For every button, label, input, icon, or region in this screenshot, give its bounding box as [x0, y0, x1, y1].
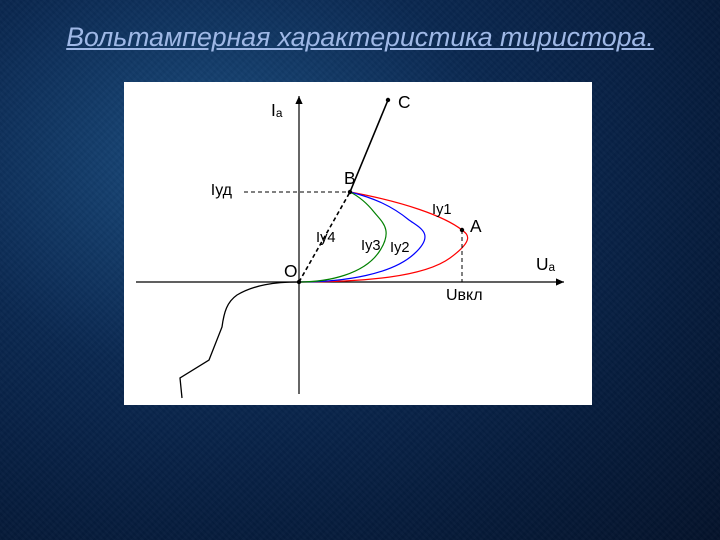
curve-label-Iy2: Iy2 — [390, 240, 410, 256]
slide-background: Вольтамперная характеристика тиристора. … — [0, 0, 720, 540]
thyristor-vac-chart: Uₐ Iₐ Iy1 Iy2 Iy3 Iy4 Iуд Uвкл O A B C — [124, 82, 592, 405]
reverse-branch-curve — [180, 282, 299, 398]
u-on-label: Uвкл — [446, 287, 483, 304]
point-A — [460, 228, 464, 232]
point-label-C: C — [398, 92, 411, 112]
point-label-A: A — [470, 216, 482, 236]
x-axis-arrow-icon — [556, 278, 564, 285]
on-branch-solid — [350, 100, 388, 192]
curve-label-Iy1: Iy1 — [432, 202, 452, 218]
y-axis-arrow-icon — [295, 96, 302, 104]
point-B — [348, 190, 352, 194]
point-C — [386, 98, 390, 102]
holding-current-label: Iуд — [211, 182, 233, 199]
chart-container: Uₐ Iₐ Iy1 Iy2 Iy3 Iy4 Iуд Uвкл O A B C — [124, 82, 592, 405]
curve-label-Iy3: Iy3 — [361, 238, 381, 254]
on-branch-dashed — [299, 192, 350, 282]
point-label-B: B — [344, 168, 356, 188]
curve-label-Iy4: Iy4 — [316, 230, 336, 246]
curve-Iy3 — [299, 192, 386, 282]
slide-title: Вольтамперная характеристика тиристора. — [0, 22, 720, 53]
point-label-O: O — [284, 261, 297, 281]
x-axis-label: Uₐ — [536, 254, 556, 274]
y-axis-label: Iₐ — [271, 100, 283, 120]
